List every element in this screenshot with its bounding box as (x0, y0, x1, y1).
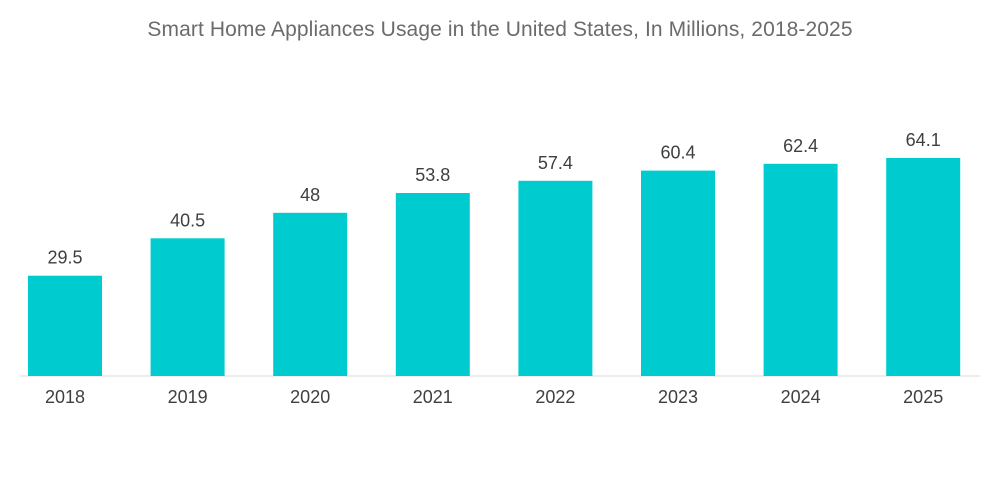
x-tick-label-2025: 2025 (903, 387, 943, 407)
bar-2023 (641, 170, 715, 376)
bar-2018 (28, 275, 102, 376)
x-tick-label-2023: 2023 (658, 387, 698, 407)
value-label-2020: 48 (300, 185, 320, 205)
x-tick-label-2022: 2022 (535, 387, 575, 407)
value-label-2018: 29.5 (47, 248, 82, 268)
bar-2022 (518, 180, 593, 376)
value-label-2022: 57.4 (538, 153, 573, 173)
x-tick-label-2020: 2020 (290, 387, 330, 407)
bar-2020 (273, 212, 348, 376)
x-tick-labels-group: 2018 2019 2020 2021 2022 2023 2024 2025 (45, 387, 943, 407)
bar-2024 (763, 163, 838, 376)
x-tick-label-2024: 2024 (781, 387, 821, 407)
bar-2021 (395, 193, 470, 376)
value-labels-group: 29.5 40.5 48 53.8 57.4 60.4 62.4 64.1 (47, 130, 940, 268)
value-label-2023: 60.4 (660, 143, 695, 163)
x-tick-label-2021: 2021 (413, 387, 453, 407)
value-label-2021: 53.8 (415, 165, 450, 185)
x-tick-label-2019: 2019 (168, 387, 208, 407)
chart-title: Smart Home Appliances Usage in the Unite… (147, 18, 853, 41)
value-label-2025: 64.1 (906, 130, 941, 150)
bar-2019 (150, 238, 225, 376)
value-label-2019: 40.5 (170, 210, 205, 230)
bars-group (28, 158, 961, 376)
bar-2025 (886, 158, 961, 376)
value-label-2024: 62.4 (783, 136, 818, 156)
x-tick-label-2018: 2018 (45, 387, 85, 407)
